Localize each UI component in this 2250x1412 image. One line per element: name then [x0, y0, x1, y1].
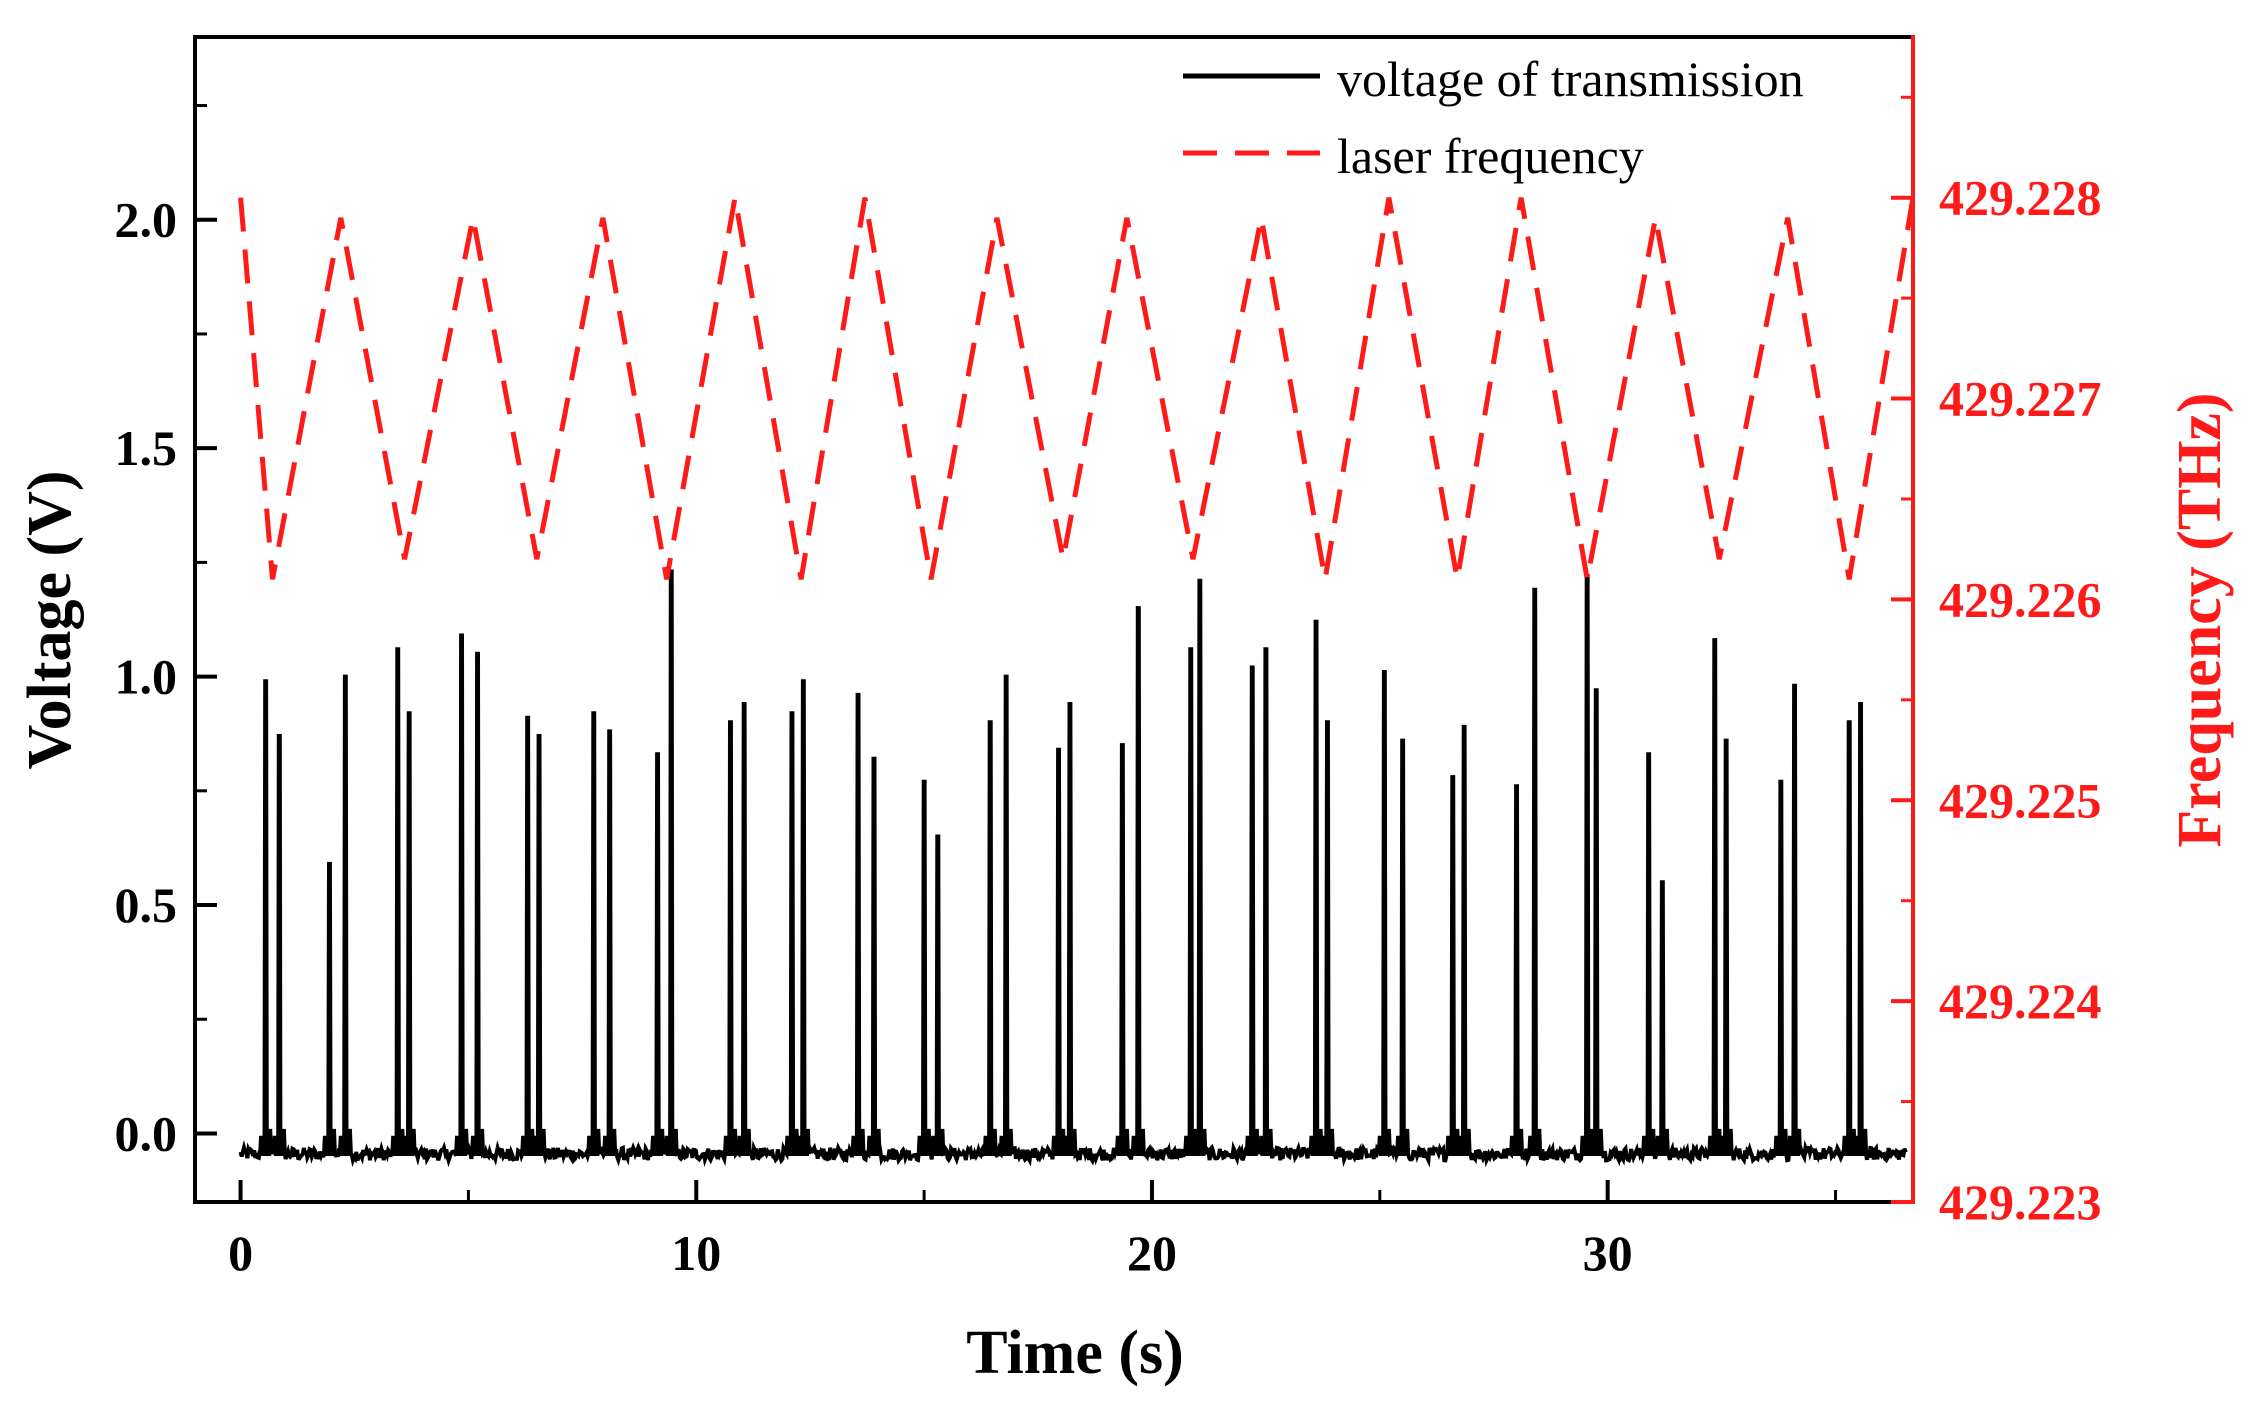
y-left-tick-label-0: 0.0	[115, 1105, 178, 1161]
plot-area	[195, 37, 1913, 1202]
y-axis-left-title: Voltage (V)	[16, 470, 84, 769]
frequency-series-line	[238, 197, 1913, 580]
voltage-series-line	[238, 569, 1908, 1168]
y-right-tick-label-4: 429.227	[1939, 371, 2102, 427]
y-left-tick-label-3: 1.5	[115, 420, 178, 476]
x-axis-title: Time (s)	[966, 1319, 1184, 1387]
series-layer	[238, 197, 1913, 1168]
y-right-tick-label-5: 429.228	[1939, 170, 2102, 226]
y-left-tick-label-2: 1.0	[115, 649, 178, 705]
y-axis-right-title: Frequency (THz)	[2166, 392, 2234, 847]
legend: voltage of transmission laser frequency	[1183, 51, 1804, 184]
x-tick-label-3: 30	[1583, 1225, 1633, 1281]
y-left-tick-label-1: 0.5	[115, 877, 178, 933]
x-tick-label-2: 20	[1127, 1225, 1177, 1281]
x-tick-label-1: 10	[671, 1225, 721, 1281]
legend-label-voltage: voltage of transmission	[1337, 51, 1804, 107]
x-tick-label-0: 0	[228, 1225, 253, 1281]
y-right-tick-label-0: 429.223	[1939, 1174, 2102, 1230]
y-right-tick-label-3: 429.226	[1939, 571, 2102, 627]
axes-layer: 0 10 20 30 0.0 0.5 1.0 1.5 2.0 429.223 429.224 429.…	[115, 35, 2102, 1281]
y-right-tick-label-1: 429.224	[1939, 973, 2102, 1029]
y-right-tick-label-2: 429.225	[1939, 772, 2102, 828]
legend-label-frequency: laser frequency	[1337, 128, 1644, 184]
y-left-tick-label-4: 2.0	[115, 192, 178, 248]
